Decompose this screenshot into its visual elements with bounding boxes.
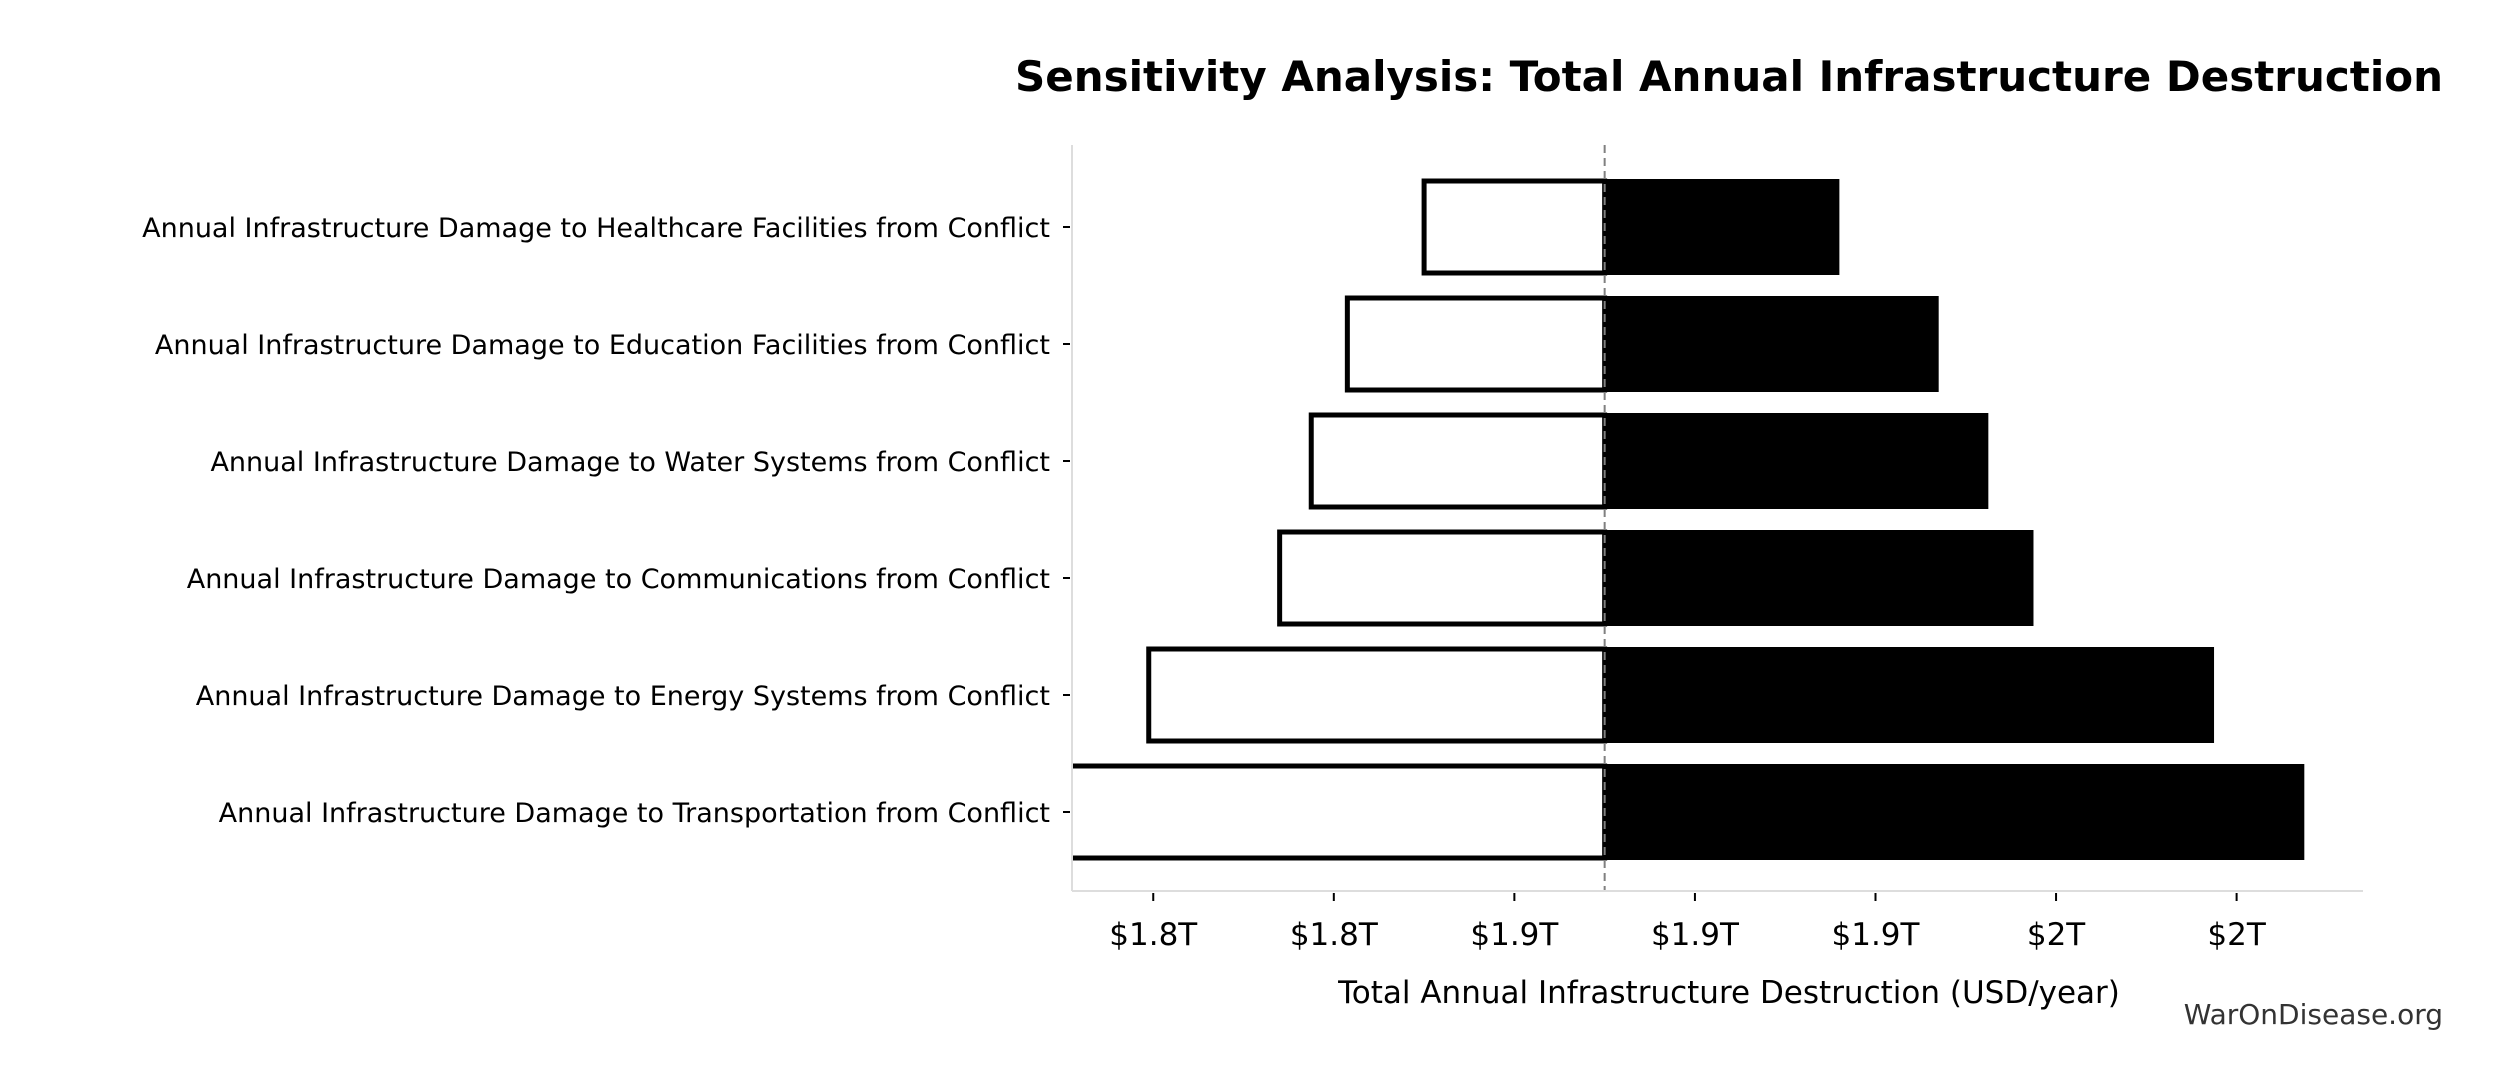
bar-low: [1421, 178, 1608, 276]
bar-high: [1604, 764, 2305, 860]
y-tick-label: Annual Infrastructure Damage to Communic…: [187, 564, 1050, 595]
x-tick-label: $1.9T: [1832, 917, 1921, 953]
y-tick-label: Annual Infrastructure Damage to Transpor…: [219, 798, 1050, 829]
x-tick-label: $2T: [2027, 917, 2086, 953]
y-tick-label: Annual Infrastructure Damage to Educatio…: [155, 330, 1050, 361]
bar-high: [1604, 530, 2034, 626]
y-tick-label: Annual Infrastructure Damage to Healthca…: [142, 213, 1050, 244]
bar-low: [1277, 529, 1608, 627]
y-tick-label: Annual Infrastructure Damage to Energy S…: [196, 681, 1050, 712]
bars-group: [1072, 178, 2305, 861]
chart-title: Sensitivity Analysis: Total Annual Infra…: [1015, 52, 2443, 101]
bar-low: [1344, 295, 1608, 393]
watermark: WarOnDisease.org: [2184, 998, 2443, 1031]
x-tick-label: $1.9T: [1651, 917, 1740, 953]
bar-high: [1604, 413, 1989, 509]
bar-low: [1308, 412, 1608, 510]
axes: Annual Infrastructure Damage to Healthca…: [142, 145, 2363, 953]
bar-high: [1604, 296, 1939, 392]
x-tick-label: $1.8T: [1109, 917, 1198, 953]
bar-low: [1146, 646, 1608, 744]
bar-high: [1604, 179, 1840, 275]
y-tick-label: Annual Infrastructure Damage to Water Sy…: [210, 447, 1050, 478]
x-axis-label: Total Annual Infrastructure Destruction …: [1337, 975, 2120, 1011]
x-tick-label: $1.9T: [1470, 917, 1559, 953]
bar-high: [1604, 647, 2215, 743]
bar-low: [1072, 763, 1608, 861]
x-tick-label: $2T: [2207, 917, 2266, 953]
x-tick-label: $1.8T: [1290, 917, 1379, 953]
